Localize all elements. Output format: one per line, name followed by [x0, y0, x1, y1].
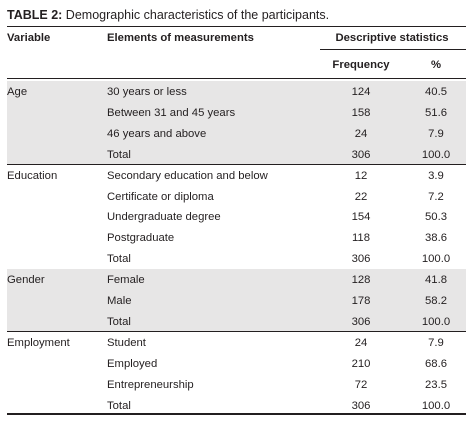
percent-cell: 50.3 [425, 211, 447, 224]
header-descriptive-statistics: Descriptive statistics [335, 32, 449, 44]
frequency-cell: 24 [354, 336, 368, 349]
table-caption: TABLE 2: Demographic characteristics of … [7, 7, 329, 23]
percent-cell: 100.0 [421, 253, 451, 266]
variable-cell: Gender [7, 274, 45, 287]
caption-label: TABLE 2: [7, 8, 63, 22]
frequency-cell: 178 [351, 295, 371, 307]
frequency-cell: 306 [351, 315, 371, 328]
element-cell: Secondary education and below [107, 169, 268, 182]
frequency-cell: 210 [351, 357, 371, 370]
frequency-cell: 158 [351, 106, 371, 119]
element-cell: 30 years or less [107, 86, 187, 98]
percent-cell: 58.2 [425, 295, 447, 307]
frequency-cell: 72 [354, 378, 368, 391]
variable-cell: Age [7, 86, 28, 98]
frequency-cell: 24 [354, 127, 368, 140]
frequency-cell: 124 [351, 86, 371, 98]
element-cell: Undergraduate degree [107, 211, 221, 224]
percent-cell: 100.0 [421, 315, 451, 328]
percent-cell: 7.9 [428, 336, 444, 349]
group-separator [7, 331, 466, 333]
element-cell: Total [107, 315, 131, 328]
element-cell: Total [107, 399, 131, 412]
frequency-cell: 306 [351, 253, 371, 266]
element-cell: Total [107, 148, 131, 161]
percent-cell: 3.9 [428, 169, 444, 182]
element-cell: Postgraduate [107, 232, 175, 245]
header-percent: % [430, 59, 442, 71]
variable-cell: Employment [7, 336, 70, 349]
element-cell: Between 31 and 45 years [107, 106, 236, 119]
header-bottom-rule [7, 78, 466, 79]
element-cell: Student [107, 336, 146, 349]
frequency-cell: 306 [351, 399, 371, 412]
frequency-cell: 12 [354, 169, 368, 182]
frequency-cell: 306 [351, 148, 371, 161]
percent-cell: 41.8 [425, 274, 447, 287]
percent-cell: 100.0 [421, 148, 451, 161]
percent-cell: 7.2 [428, 190, 444, 203]
frequency-cell: 154 [351, 211, 371, 224]
percent-cell: 38.6 [425, 232, 447, 245]
percent-cell: 40.5 [425, 86, 447, 98]
bottom-rule [7, 413, 466, 415]
header-frequency: Frequency [332, 59, 390, 71]
element-cell: 46 years and above [107, 127, 207, 140]
header-sub-rule [320, 49, 466, 50]
group-shading [7, 81, 466, 165]
percent-cell: 68.6 [425, 357, 447, 370]
frequency-cell: 22 [354, 190, 368, 203]
element-cell: Total [107, 253, 131, 266]
element-cell: Employed [107, 357, 158, 370]
percent-cell: 23.5 [425, 378, 447, 391]
header-elements: Elements of measurements [107, 32, 254, 44]
frequency-cell: 128 [351, 274, 371, 287]
percent-cell: 100.0 [421, 399, 451, 412]
frequency-cell: 118 [351, 232, 371, 245]
element-cell: Female [107, 274, 145, 287]
element-cell: Certificate or diploma [107, 190, 214, 203]
percent-cell: 51.6 [425, 106, 447, 119]
group-separator [7, 164, 466, 166]
variable-cell: Education [7, 169, 58, 182]
header-variable: Variable [7, 32, 51, 44]
element-cell: Entrepreneurship [107, 378, 194, 391]
percent-cell: 7.9 [428, 127, 444, 140]
group-shading [7, 269, 466, 332]
top-rule [7, 26, 466, 27]
caption-text: Demographic characteristics of the parti… [62, 8, 330, 22]
element-cell: Male [107, 295, 132, 307]
